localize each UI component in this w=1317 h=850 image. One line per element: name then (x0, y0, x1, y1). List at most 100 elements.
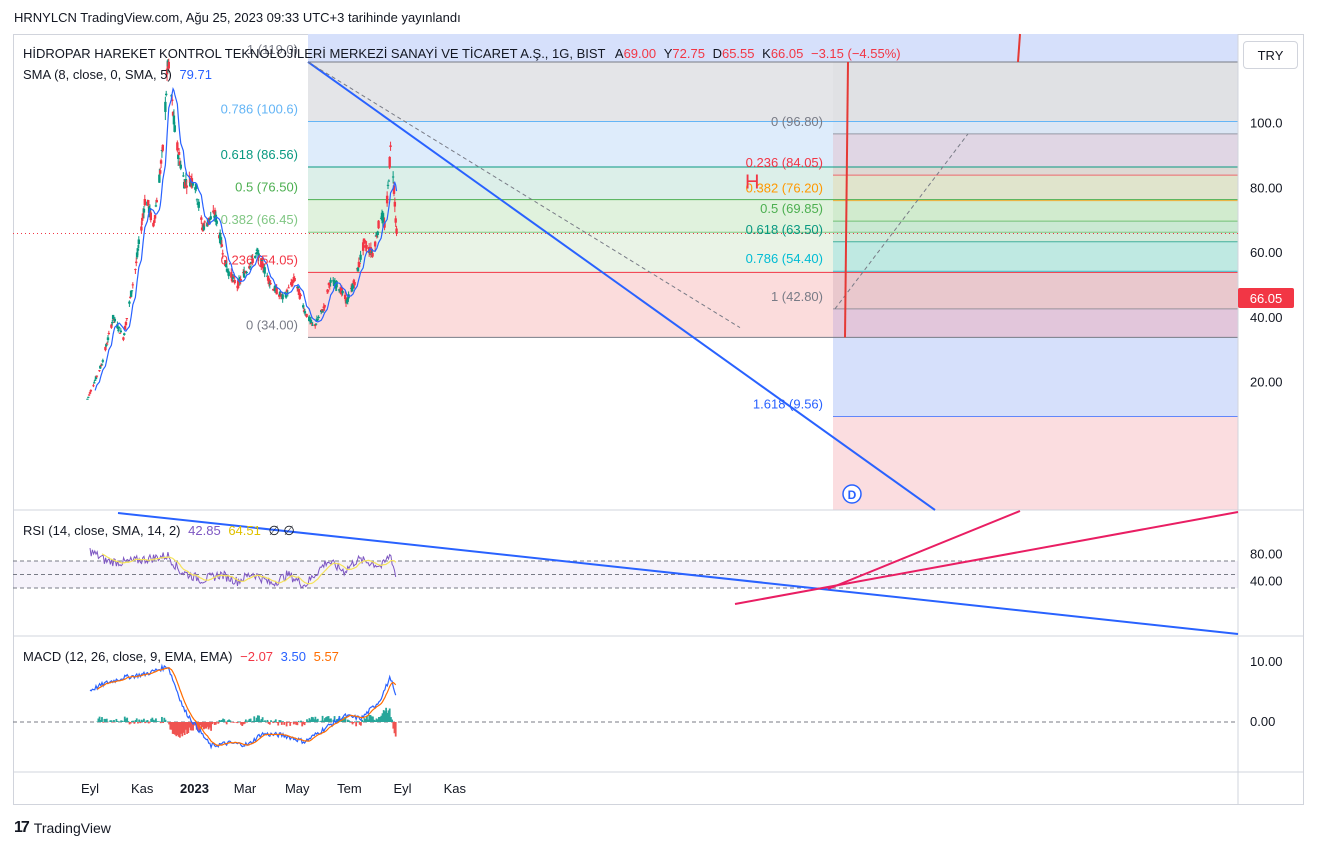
candle-body (285, 289, 289, 292)
change-value: −3.15 (−4.55%) (810, 46, 901, 61)
macd-histogram-bar (139, 722, 142, 724)
candle-body (117, 329, 120, 331)
candle-body (365, 244, 368, 249)
fib-right-label: 0 (96.80) (771, 114, 823, 129)
candle-body (375, 236, 379, 238)
macd-histogram-bar (354, 721, 356, 722)
candle-body (88, 392, 92, 394)
candle-body (99, 365, 102, 369)
candle-body (305, 313, 308, 318)
candle-body (254, 252, 258, 254)
candle-body (281, 294, 284, 300)
macd-histogram-bar (286, 722, 289, 723)
macd-histogram-bar (380, 715, 383, 722)
candle-body (299, 294, 302, 297)
macd-histogram-bar (226, 720, 229, 722)
candle-body (350, 286, 354, 292)
footer-brand[interactable]: 17 TradingView (14, 819, 111, 837)
candle-body (250, 256, 254, 258)
macd-histogram-bar (266, 719, 269, 722)
candle-body (159, 170, 162, 174)
fib-right-band (833, 200, 1238, 222)
fib-right-label: 1 (42.80) (771, 289, 823, 304)
macd-histogram-bar (192, 722, 194, 731)
macd-histogram-bar (180, 722, 183, 734)
y-tick-label: 20.00 (1250, 375, 1283, 390)
candle-body (314, 323, 318, 325)
fib-right-label: 0.786 (54.40) (746, 251, 823, 266)
macd-histogram-bar (193, 722, 196, 726)
x-tick-label: Kas (444, 781, 467, 796)
candle-body (177, 151, 181, 155)
rsi-tick-label: 80.00 (1250, 546, 1283, 561)
macd-histogram-bar (392, 722, 395, 729)
macd-histogram-bar (259, 720, 262, 722)
annotation-d: D (848, 488, 857, 502)
candle-body (382, 218, 385, 220)
candle-body (340, 288, 343, 294)
candle-body (101, 360, 105, 362)
candle-body (106, 337, 110, 341)
macd-histogram-bar (111, 722, 114, 723)
candle-body (173, 125, 176, 132)
macd-histogram-bar (225, 722, 228, 725)
candle-body (353, 281, 356, 286)
candle-body (387, 180, 391, 182)
macd-histogram-bar (168, 722, 171, 725)
macd-histogram-bar (185, 722, 187, 730)
candle-body (87, 396, 90, 398)
macd-histogram-bar (308, 718, 311, 722)
macd-histogram-bar (228, 719, 230, 722)
macd-histogram-bar (356, 721, 359, 722)
macd-histogram-bar (155, 718, 157, 722)
candle-body (122, 337, 125, 340)
fib-left-label: 0.236 (54.05) (221, 252, 298, 267)
macd-histogram-bar (358, 722, 361, 725)
macd-histogram-bar (247, 720, 250, 722)
candle-body (374, 235, 378, 237)
macd-histogram-group (96, 707, 397, 738)
fib-right-band (833, 271, 1238, 309)
macd-histogram-bar (289, 722, 292, 726)
macd-histogram-bar (267, 722, 270, 724)
candle-body (230, 272, 233, 278)
fib-left-label: 0.382 (66.45) (221, 212, 298, 227)
macd-histogram-bar (125, 718, 127, 722)
macd-signal-value: 5.57 (313, 649, 339, 664)
fib-right-band (833, 133, 1238, 176)
macd-histogram-bar (241, 722, 244, 727)
fib-right-band (833, 241, 1238, 272)
macd-histogram-bar (208, 722, 211, 728)
macd-histogram-bar (237, 721, 240, 722)
macd-histogram-bar (325, 717, 328, 722)
macd-histogram-bar (360, 722, 362, 726)
macd-histogram-bar (321, 715, 324, 722)
macd-histogram-bar (135, 718, 138, 722)
macd-value: 3.50 (280, 649, 306, 664)
macd-histogram-bar (340, 720, 343, 722)
candle-body (200, 217, 203, 220)
macd-histogram-bar (391, 719, 394, 722)
macd-histogram-bar (210, 722, 212, 731)
candle-body (152, 222, 155, 227)
macd-histogram-bar (206, 722, 209, 727)
macd-histogram-bar (273, 720, 276, 722)
macd-histogram-bar (292, 722, 295, 725)
macd-histogram-bar (379, 716, 382, 722)
macd-histogram-bar (294, 722, 296, 724)
macd-histogram-bar (302, 722, 305, 725)
candle-body (220, 244, 224, 247)
candle-body (239, 279, 242, 282)
candle-body (93, 382, 96, 384)
low-value: 65.55 (721, 46, 755, 61)
candle-body (95, 375, 99, 377)
candle-body (373, 241, 377, 247)
candle-body (183, 179, 187, 187)
candle-body (100, 364, 104, 366)
currency-button[interactable]: TRY (1243, 41, 1298, 69)
candle-body (178, 161, 182, 166)
candle-body (393, 201, 397, 207)
macd-histogram-bar (175, 722, 178, 737)
candle-body (377, 220, 380, 229)
